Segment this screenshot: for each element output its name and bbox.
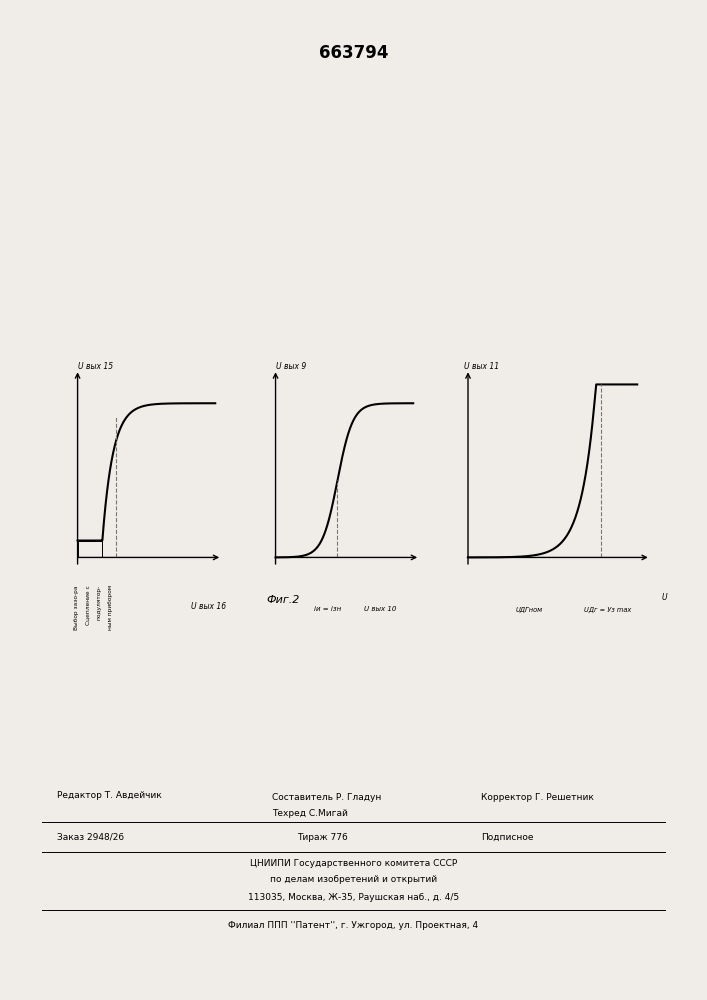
Text: подулятор-: подулятор- [96,585,102,620]
Text: Редактор Т. Авдейчик: Редактор Т. Авдейчик [57,790,161,800]
Text: U: U [662,593,667,602]
Text: Составитель Р. Гладун: Составитель Р. Гладун [272,793,382,802]
Text: Сцепление с: Сцепление с [85,585,90,625]
Text: ЦНИИПИ Государственного комитета СССР: ЦНИИПИ Государственного комитета СССР [250,858,457,868]
Text: Техред С.Мигай: Техред С.Мигай [272,809,348,818]
Text: Заказ 2948/26: Заказ 2948/26 [57,832,124,842]
Text: по делам изобретений и открытий: по делам изобретений и открытий [270,876,437,884]
Text: ным прибором: ным прибором [107,585,113,630]
Text: Корректор Г. Решетник: Корректор Г. Решетник [481,793,594,802]
Text: U вых 15: U вых 15 [78,362,114,371]
Text: 113035, Москва, Ж-35, Раушская наб., д. 4/5: 113035, Москва, Ж-35, Раушская наб., д. … [248,892,459,902]
Text: Выбор зазо-ра: Выбор зазо-ра [74,585,79,630]
Text: U вых 9: U вых 9 [276,362,307,371]
Text: U вых 16: U вых 16 [191,602,226,611]
Text: UДГном: UДГном [515,606,542,613]
Text: 663794: 663794 [319,44,388,62]
Text: iи = iзн: iи = iзн [314,606,341,612]
Text: UДг = Уз max: UДг = Уз max [585,606,631,613]
Text: Подписное: Подписное [481,832,533,842]
Text: Фиг.2: Фиг.2 [266,595,300,605]
Text: U вых 10: U вых 10 [365,606,397,612]
Text: U вых 11: U вых 11 [464,362,498,371]
Bar [78,541,103,557]
Text: Тираж 776: Тираж 776 [297,832,348,842]
Text: Филиал ППП ''Патент'', г. Ужгород, ул. Проектная, 4: Филиал ППП ''Патент'', г. Ужгород, ул. П… [228,922,479,930]
